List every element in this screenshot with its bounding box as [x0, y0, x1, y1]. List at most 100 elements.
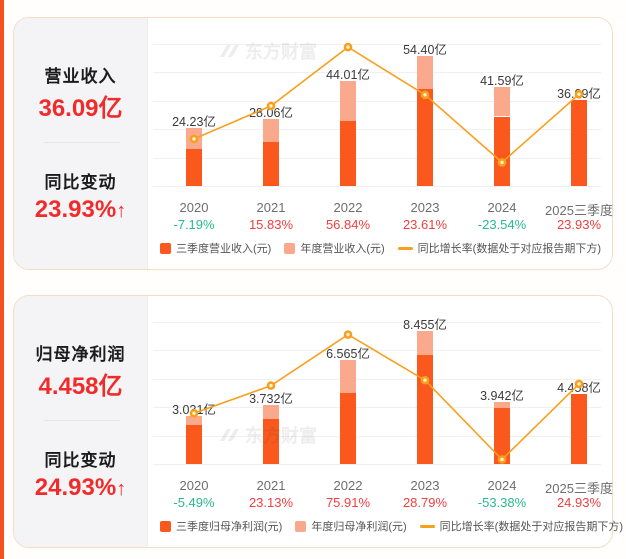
revenue-card: 营业收入 36.09亿 同比变动 23.93%↑ 东方财富 24.23亿 28.06… [13, 17, 613, 270]
line-marker-2022 [343, 330, 353, 339]
legend-label: 三季度营业收入(元) [176, 243, 272, 255]
growth-pct-label-2024: -53.38% [477, 495, 527, 510]
growth-pct-label-2021: 23.13% [248, 495, 294, 510]
legend-label: 同比增长率(数据处于对应报告期下方) [439, 521, 623, 533]
bar-annual-2021[interactable] [263, 405, 279, 419]
bar-q3-2021[interactable] [263, 419, 279, 464]
bar-value-label: 4.458亿 [557, 380, 601, 395]
bar-annual-2023[interactable] [417, 330, 433, 356]
stat-title: 归母净利润 [35, 345, 126, 364]
bar-q3-2021[interactable] [263, 142, 279, 186]
divider [44, 142, 120, 143]
growth-pct-label-2022: 75.91% [325, 495, 371, 510]
legend-line-swatch [397, 246, 413, 250]
growth-pct-label-2022: 56.84% [325, 217, 371, 232]
x-axis-label-2024: 2024 [487, 478, 517, 493]
yoy-title: 同比变动 [44, 451, 117, 470]
divider [44, 420, 120, 421]
legend-swatch [295, 520, 307, 532]
revenue-stat-panel: 营业收入 36.09亿 同比变动 23.93%↑ [14, 18, 148, 269]
legend-swatch [284, 242, 296, 254]
growth-pct-label-2023: 23.61% [402, 217, 448, 232]
bar-q3-2024[interactable] [494, 407, 510, 464]
x-axis-label-2025三季度: 2025三季度 [545, 481, 613, 496]
growth-pct-label-2023: 28.79% [402, 495, 448, 510]
bar-value-label: 6.565亿 [326, 347, 370, 362]
x-axis-label-2021: 2021 [256, 200, 286, 215]
growth-pct-label-2025三季度: 23.93% [556, 217, 602, 232]
yoy-title: 同比变动 [44, 173, 117, 192]
bar-value-label: 8.455亿 [403, 317, 447, 332]
gridline [153, 157, 601, 159]
eastmoney-watermark: 东方财富 [218, 38, 317, 64]
legend-item-bar-q3[interactable]: 三季度营业收入(元) [160, 240, 271, 256]
x-axis-label-2023: 2023 [410, 478, 440, 493]
up-arrow-icon: ↑ [116, 200, 127, 222]
bar-q3-2023[interactable] [417, 355, 433, 464]
legend-item-bar-annual-total[interactable]: 年度归母净利润(元) [295, 518, 407, 534]
stat-value: 4.458亿 [38, 373, 123, 400]
growth-pct-label-2024: -23.54% [477, 217, 527, 232]
legend-label: 年度归母净利润(元) [311, 521, 407, 533]
growth-pct-label-2025三季度: 24.93% [556, 495, 602, 510]
profit-chart: 东方财富 3.031亿 3.732亿 6.565亿 8.455亿 3.942亿 4.458亿… [148, 296, 623, 549]
bar-annual-2022[interactable] [340, 360, 356, 394]
x-axis-label-2022: 2022 [333, 200, 363, 215]
x-axis-label-2024: 2024 [487, 200, 517, 215]
x-axis-label-2025三季度: 2025三季度 [545, 203, 613, 218]
x-axis-label-2023: 2023 [410, 200, 440, 215]
x-axis-label-2022: 2022 [333, 478, 363, 493]
bar-q3-2023[interactable] [417, 89, 433, 186]
legend-label: 同比增长率(数据处于对应报告期下方) [417, 243, 601, 255]
watermark-text: 东方财富 [245, 42, 317, 62]
x-axis-label-2021: 2021 [256, 478, 286, 493]
legend-swatch [160, 520, 171, 532]
bar-value-label: 36.09亿 [557, 86, 601, 101]
yoy-value-text: 24.93% [34, 474, 117, 501]
bar-annual-2023[interactable] [417, 56, 433, 90]
bar-annual-2020[interactable] [186, 128, 202, 149]
bar-q3-2022[interactable] [340, 121, 356, 186]
legend-item-bar-q3[interactable]: 三季度归母净利润(元) [160, 518, 282, 534]
eastmoney-logo-icon [220, 45, 239, 57]
growth-pct-label-2020: -5.49% [173, 495, 215, 510]
legend-swatch [160, 242, 171, 254]
bar-q3-2020[interactable] [186, 425, 202, 464]
x-axis-label-2020: 2020 [179, 200, 209, 215]
page-accent-stripe [0, 0, 4, 559]
bar-value-label: 54.40亿 [403, 43, 447, 58]
gridline [153, 464, 601, 465]
chart-legend: 三季度营业收入(元) 年度营业收入(元) 同比增长率(数据处于对应报告期下方) [160, 240, 612, 256]
legend-item-line[interactable]: 同比增长率(数据处于对应报告期下方) [397, 240, 601, 256]
gridline [153, 186, 601, 187]
revenue-chart: 东方财富 24.23亿 28.06亿 44.01亿 54.40亿 41.59亿 36.09亿… [148, 18, 614, 271]
x-axis-label-2020: 2020 [179, 478, 209, 493]
bar-annual-2024[interactable] [494, 86, 510, 117]
growth-line-chart [189, 330, 584, 464]
stat-title: 营业收入 [44, 67, 117, 86]
bar-value-label: 28.06亿 [249, 106, 293, 120]
bar-q3-2025三季度[interactable] [571, 99, 587, 186]
bar-annual-2022[interactable] [340, 81, 356, 122]
bar-q3-2024[interactable] [494, 116, 510, 186]
up-arrow-icon: ↑ [116, 478, 127, 500]
legend-label: 年度营业收入(元) [300, 243, 385, 255]
legend-label: 三季度归母净利润(元) [176, 521, 283, 533]
bar-annual-2021[interactable] [263, 119, 279, 143]
legend-item-bar-annual-total[interactable]: 年度营业收入(元) [284, 240, 385, 256]
chart-legend: 三季度归母净利润(元) 年度归母净利润(元) 同比增长率(数据处于对应报告期下方) [160, 518, 623, 534]
gridline [153, 322, 601, 323]
legend-line-swatch [419, 524, 435, 528]
bar-q3-2020[interactable] [186, 149, 202, 186]
yoy-value: 23.93%↑ [14, 196, 147, 224]
bar-value-label: 3.732亿 [249, 392, 293, 407]
yoy-value-text: 23.93% [34, 196, 117, 223]
stat-value: 36.09亿 [38, 95, 123, 122]
bar-q3-2022[interactable] [340, 393, 356, 464]
line-marker-2022 [343, 42, 353, 52]
legend-item-line[interactable]: 同比增长率(数据处于对应报告期下方) [419, 518, 623, 534]
bar-q3-2025三季度[interactable] [571, 393, 587, 464]
gridline [153, 44, 601, 45]
bar-value-label: 44.01亿 [326, 68, 370, 82]
